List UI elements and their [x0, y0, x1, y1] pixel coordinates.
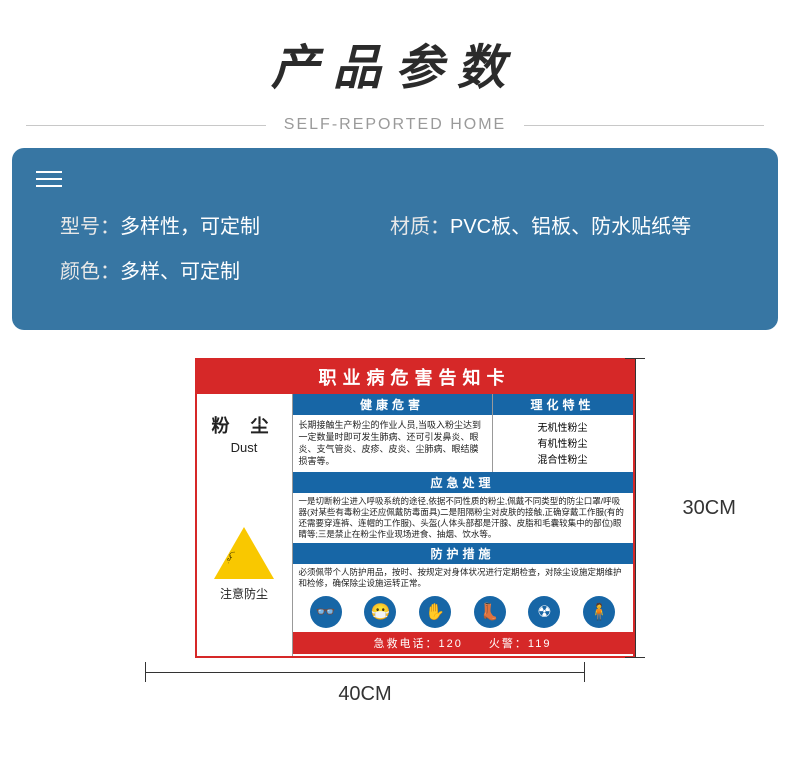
health-header: 健康危害 — [293, 394, 492, 415]
hamburger-icon — [12, 162, 778, 202]
card-footer: 急救电话：120 火警：119 — [293, 632, 633, 654]
warning-cell: ☠ 注意防尘 — [197, 472, 293, 656]
protect-header: 防护措施 — [293, 543, 633, 564]
color-val: 多样、可定制 — [120, 255, 240, 284]
ppe-suit-icon: 🧍 — [583, 596, 615, 628]
material-key: 材质： — [390, 210, 450, 239]
chem-header: 理化特性 — [493, 394, 633, 415]
divider: SELF-REPORTED HOME — [0, 116, 790, 134]
model-key: 型号： — [60, 210, 120, 239]
material-val: PVC板、铝板、防水贴纸等 — [450, 210, 691, 239]
info-row-1: 型号： 多样性，可定制 材质： PVC板、铝板、防水贴纸等 — [60, 210, 730, 239]
dim-height-label: 30CM — [683, 497, 736, 520]
warning-triangle-icon: ☠ — [214, 527, 274, 579]
protect-body: 必须佩带个人防护用品，按时、按规定对身体状况进行定期检查，对除尘设施定期维护和检… — [293, 564, 633, 592]
chem-line-3: 混合性粉尘 — [493, 453, 633, 469]
product-diagram: 职业病危害告知卡 粉 尘 Dust 健康危害 长期接触生产粉尘的作业人员,当吸入… — [0, 358, 790, 658]
hazard-card: 职业病危害告知卡 粉 尘 Dust 健康危害 长期接触生产粉尘的作业人员,当吸入… — [195, 358, 635, 658]
chem-line-1: 无机性粉尘 — [493, 421, 633, 437]
dim-width-label: 40CM — [338, 683, 391, 706]
info-rows: 型号： 多样性，可定制 材质： PVC板、铝板、防水贴纸等 颜色： 多样、可定制 — [12, 202, 778, 284]
protect-section: 防护措施 必须佩带个人防护用品，按时、按规定对身体状况进行定期检查，对除尘设施定… — [293, 543, 633, 632]
divider-line-right — [524, 125, 764, 126]
ppe-boots-icon: 👢 — [474, 596, 506, 628]
divider-line-left — [26, 125, 266, 126]
info-row-2: 颜色： 多样、可定制 — [60, 255, 730, 284]
model-val: 多样性，可定制 — [120, 210, 260, 239]
subtitle: SELF-REPORTED HOME — [284, 116, 506, 134]
ppe-goggles-icon: 👓 — [310, 596, 342, 628]
card-wrap: 职业病危害告知卡 粉 尘 Dust 健康危害 长期接触生产粉尘的作业人员,当吸入… — [195, 358, 635, 658]
card-row-1: 粉 尘 Dust 健康危害 长期接触生产粉尘的作业人员,当吸入粉尘达到一定数量时… — [197, 394, 633, 472]
ppe-gloves-icon: ✋ — [419, 596, 451, 628]
chem-line-2: 有机性粉尘 — [493, 437, 633, 453]
emergency-body: 一是切断粉尘进入呼吸系统的途径,依据不同性质的粉尘,佩戴不同类型的防尘口罩/呼吸… — [293, 493, 633, 543]
health-body: 长期接触生产粉尘的作业人员,当吸入粉尘达到一定数量时即可发生肺病、还可引发鼻炎、… — [293, 415, 492, 472]
info-model: 型号： 多样性，可定制 — [60, 210, 390, 239]
color-key: 颜色： — [60, 255, 120, 284]
dim-v-line — [635, 358, 636, 658]
right-sections: 应急处理 一是切断粉尘进入呼吸系统的途径,依据不同性质的粉尘,佩戴不同类型的防尘… — [293, 472, 633, 656]
dimension-horizontal-wrap: 40CM — [0, 658, 690, 706]
card-title: 职业病危害告知卡 — [197, 360, 633, 394]
chem-cell: 理化特性 无机性粉尘 有机性粉尘 混合性粉尘 — [493, 394, 633, 472]
dimension-vertical: 30CM — [635, 358, 636, 658]
dim-h-line — [145, 672, 585, 673]
warning-text: 注意防尘 — [220, 585, 268, 602]
info-panel: 型号： 多样性，可定制 材质： PVC板、铝板、防水贴纸等 颜色： 多样、可定制 — [12, 148, 778, 330]
info-color: 颜色： 多样、可定制 — [60, 255, 240, 284]
dimension-horizontal: 40CM — [145, 672, 585, 706]
card-row-2: ☠ 注意防尘 应急处理 一是切断粉尘进入呼吸系统的途径,依据不同性质的粉尘,佩戴… — [197, 472, 633, 656]
health-cell: 健康危害 长期接触生产粉尘的作业人员,当吸入粉尘达到一定数量时即可发生肺病、还可… — [293, 394, 493, 472]
emergency-header: 应急处理 — [293, 472, 633, 493]
ppe-mask-icon: 😷 — [364, 596, 396, 628]
info-material: 材质： PVC板、铝板、防水贴纸等 — [390, 210, 691, 239]
dust-label-cell: 粉 尘 Dust — [197, 394, 293, 472]
chem-body: 无机性粉尘 有机性粉尘 混合性粉尘 — [493, 415, 633, 475]
page-title: 产品参数 — [0, 28, 790, 98]
dust-en: Dust — [231, 440, 258, 455]
ppe-icons: 👓 😷 ✋ 👢 ☢ 🧍 — [293, 592, 633, 632]
emergency-section: 应急处理 一是切断粉尘进入呼吸系统的途径,依据不同性质的粉尘,佩戴不同类型的防尘… — [293, 472, 633, 543]
ppe-respirator-icon: ☢ — [528, 596, 560, 628]
dust-cn: 粉 尘 — [211, 412, 276, 438]
